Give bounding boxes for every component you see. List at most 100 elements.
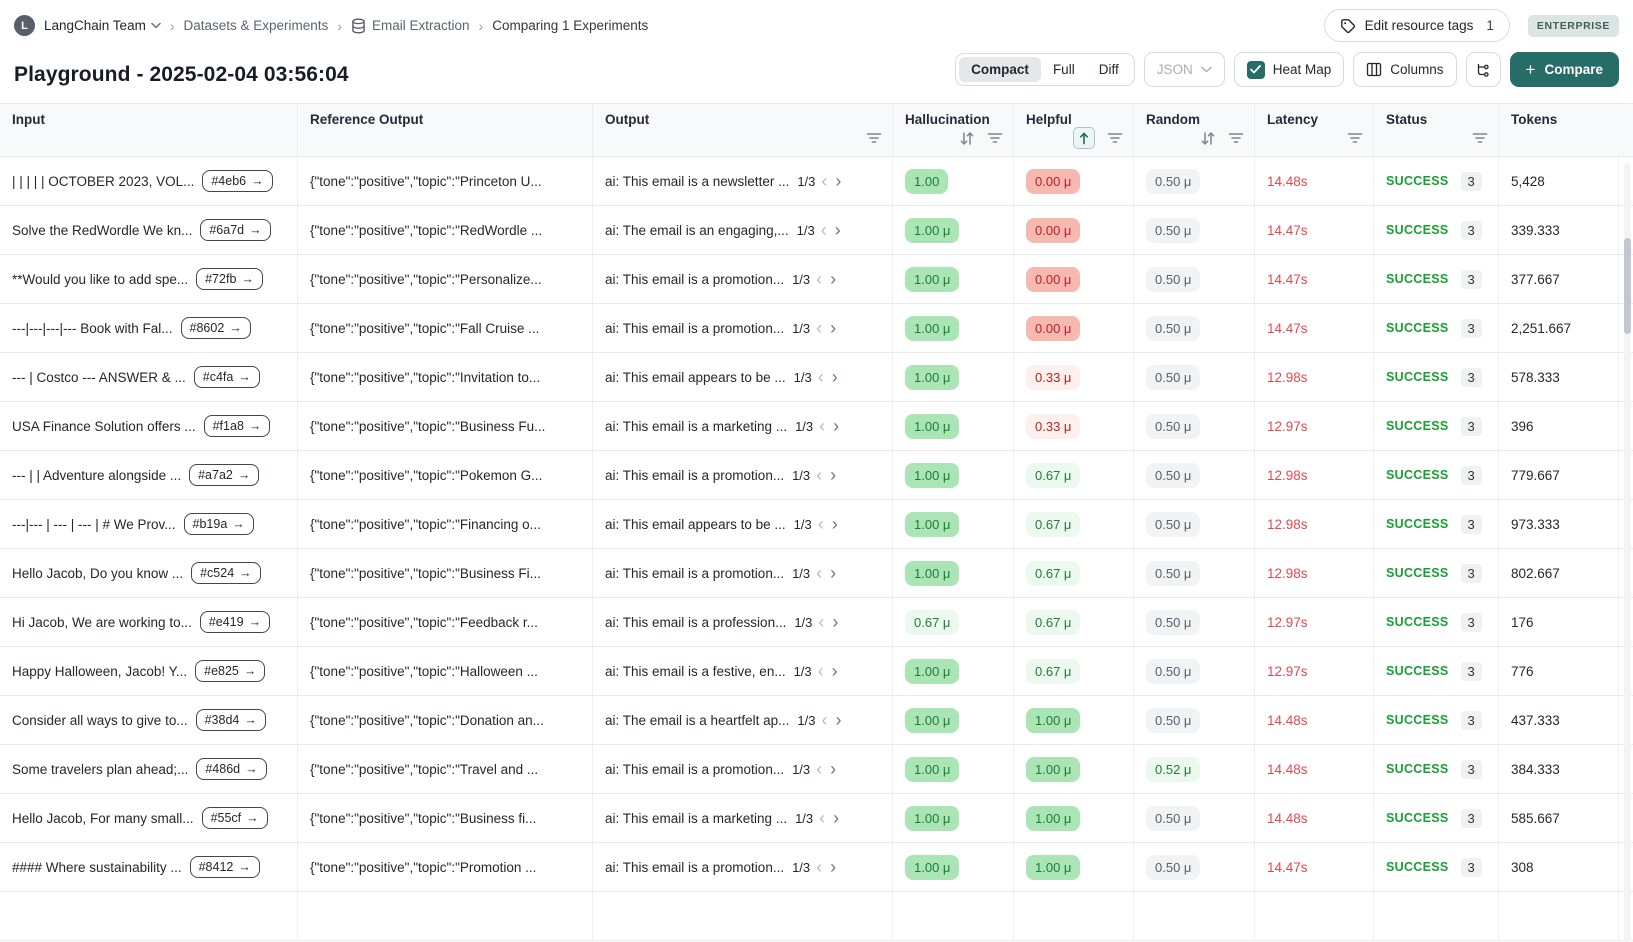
status-count-badge[interactable]: 3: [1460, 808, 1482, 828]
reference-output-cell[interactable]: {"tone":"positive","topic":"Business fi.…: [298, 794, 593, 842]
reference-output-cell[interactable]: {"tone":"positive","topic":"Business Fi.…: [298, 549, 593, 597]
view-diff-button[interactable]: Diff: [1098, 62, 1119, 77]
output-cell[interactable]: ai: This email is a newsletter ... 1/3 ‹…: [593, 157, 893, 205]
reference-output-cell[interactable]: {"tone":"positive","topic":"Promotion ..…: [298, 843, 593, 891]
next-repetition-icon[interactable]: ›: [835, 710, 842, 730]
filter-icon[interactable]: [1472, 131, 1488, 145]
prev-repetition-icon[interactable]: ‹: [821, 710, 828, 730]
helpful-score-badge[interactable]: 0.00 μ: [1026, 217, 1081, 243]
input-cell[interactable]: Some travelers plan ahead;... #486d →: [0, 745, 298, 793]
output-cell[interactable]: ai: The email is an engaging,... 1/3 ‹ ›: [593, 206, 893, 254]
prev-repetition-icon[interactable]: ‹: [821, 171, 828, 191]
output-cell[interactable]: ai: This email appears to be ... 1/3 ‹ ›: [593, 353, 893, 401]
random-score-badge[interactable]: 0.50 μ: [1146, 364, 1201, 390]
hallucination-score-badge[interactable]: 1.00 μ: [905, 413, 960, 439]
input-cell[interactable]: ---|--- | --- | --- | # We Prov... #b19a…: [0, 500, 298, 548]
next-repetition-icon[interactable]: ›: [832, 612, 839, 632]
output-cell[interactable]: ai: The email is a heartfelt ap... 1/3 ‹…: [593, 696, 893, 744]
helpful-score-badge[interactable]: 0.67 μ: [1026, 511, 1081, 537]
helpful-score-badge[interactable]: 0.33 μ: [1026, 364, 1081, 390]
status-count-badge[interactable]: 3: [1460, 710, 1482, 730]
view-full-button[interactable]: Full: [1052, 62, 1075, 77]
output-cell[interactable]: ai: This email is a promotion... 1/3 ‹ ›: [593, 304, 893, 352]
helpful-score-badge[interactable]: 1.00 μ: [1026, 854, 1081, 880]
input-cell[interactable]: Hello Jacob, For many small... #55cf →: [0, 794, 298, 842]
reference-output-cell[interactable]: {"tone":"positive","topic":"Business Fu.…: [298, 402, 593, 450]
example-id-badge[interactable]: #72fb →: [196, 268, 263, 290]
prev-repetition-icon[interactable]: ‹: [816, 465, 823, 485]
prev-repetition-icon[interactable]: ‹: [816, 318, 823, 338]
hallucination-score-badge[interactable]: 1.00 μ: [905, 707, 960, 733]
status-count-badge[interactable]: 3: [1460, 759, 1482, 779]
reference-output-cell[interactable]: {"tone":"positive","topic":"Pokemon G...: [298, 451, 593, 499]
edit-resource-tags-button[interactable]: Edit resource tags 1: [1323, 9, 1510, 42]
columns-button[interactable]: Columns: [1353, 52, 1457, 87]
filter-icon[interactable]: [1228, 131, 1244, 145]
hallucination-score-badge[interactable]: 1.00 μ: [905, 217, 960, 243]
reference-output-cell[interactable]: {"tone":"positive","topic":"RedWordle ..…: [298, 206, 593, 254]
example-id-badge[interactable]: #38d4 →: [195, 709, 266, 731]
input-cell[interactable]: Happy Halloween, Jacob! Y... #e825 →: [0, 647, 298, 695]
random-score-badge[interactable]: 0.50 μ: [1146, 560, 1201, 586]
helpful-score-badge[interactable]: 0.00 μ: [1026, 266, 1081, 292]
helpful-score-badge[interactable]: 1.00 μ: [1026, 756, 1081, 782]
random-score-badge[interactable]: 0.50 μ: [1146, 266, 1201, 292]
team-avatar[interactable]: L: [14, 15, 35, 36]
output-cell[interactable]: ai: This email is a promotion... 1/3 ‹ ›: [593, 255, 893, 303]
reference-output-cell[interactable]: {"tone":"positive","topic":"Invitation t…: [298, 353, 593, 401]
input-cell[interactable]: **Would you like to add spe... #72fb →: [0, 255, 298, 303]
next-repetition-icon[interactable]: ›: [831, 367, 838, 387]
helpful-score-badge[interactable]: 0.67 μ: [1026, 462, 1081, 488]
input-cell[interactable]: --- | Costco --- ANSWER & ... #c4fa →: [0, 353, 298, 401]
example-id-badge[interactable]: #8412 →: [189, 856, 260, 878]
input-cell[interactable]: Hi Jacob, We are working to... #e419 →: [0, 598, 298, 646]
prev-repetition-icon[interactable]: ‹: [818, 612, 825, 632]
reference-output-cell[interactable]: {"tone":"positive","topic":"Princeton U.…: [298, 157, 593, 205]
prev-repetition-icon[interactable]: ‹: [817, 514, 824, 534]
output-cell[interactable]: ai: This email is a festive, en... 1/3 ‹…: [593, 647, 893, 695]
heat-map-checkbox[interactable]: [1246, 60, 1265, 79]
next-repetition-icon[interactable]: ›: [830, 759, 837, 779]
reference-output-cell[interactable]: {"tone":"positive","topic":"Travel and .…: [298, 745, 593, 793]
example-id-badge[interactable]: #8602 →: [180, 317, 251, 339]
output-cell[interactable]: ai: This email is a marketing ... 1/3 ‹ …: [593, 794, 893, 842]
helpful-score-badge[interactable]: 0.67 μ: [1026, 609, 1081, 635]
sort-ascending-active-icon[interactable]: [1073, 127, 1095, 149]
output-cell[interactable]: ai: This email is a promotion... 1/3 ‹ ›: [593, 745, 893, 793]
filter-icon[interactable]: [987, 131, 1003, 145]
next-repetition-icon[interactable]: ›: [830, 857, 837, 877]
status-count-badge[interactable]: 3: [1460, 269, 1482, 289]
example-id-badge[interactable]: #486d →: [196, 758, 267, 780]
status-count-badge[interactable]: 3: [1460, 563, 1482, 583]
hallucination-score-badge[interactable]: 1.00 μ: [905, 266, 960, 292]
prev-repetition-icon[interactable]: ‹: [819, 808, 826, 828]
example-id-badge[interactable]: #c4fa →: [193, 366, 260, 388]
input-cell[interactable]: Hello Jacob, Do you know ... #c524 →: [0, 549, 298, 597]
hallucination-score-badge[interactable]: 1.00 μ: [905, 658, 960, 684]
input-cell[interactable]: ---|---|---|--- Book with Fal... #8602 →: [0, 304, 298, 352]
hallucination-score-badge[interactable]: 1.00 μ: [905, 756, 960, 782]
random-score-badge[interactable]: 0.50 μ: [1146, 217, 1201, 243]
vertical-scrollbar-thumb[interactable]: [1624, 238, 1631, 334]
reference-output-cell[interactable]: {"tone":"positive","topic":"Feedback r..…: [298, 598, 593, 646]
prev-repetition-icon[interactable]: ‹: [819, 416, 826, 436]
example-id-badge[interactable]: #4eb6 →: [202, 170, 273, 192]
random-score-badge[interactable]: 0.50 μ: [1146, 168, 1201, 194]
example-id-badge[interactable]: #6a7d →: [200, 219, 271, 241]
reference-output-cell[interactable]: {"tone":"positive","topic":"Donation an.…: [298, 696, 593, 744]
output-cell[interactable]: ai: This email is a promotion... 1/3 ‹ ›: [593, 843, 893, 891]
compare-button[interactable]: + Compare: [1509, 52, 1619, 87]
next-repetition-icon[interactable]: ›: [834, 220, 841, 240]
next-repetition-icon[interactable]: ›: [830, 563, 837, 583]
random-score-badge[interactable]: 0.50 μ: [1146, 609, 1201, 635]
status-count-badge[interactable]: 3: [1460, 465, 1482, 485]
hallucination-score-badge[interactable]: 1.00 μ: [905, 560, 960, 586]
random-score-badge[interactable]: 0.50 μ: [1146, 658, 1201, 684]
helpful-score-badge[interactable]: 1.00 μ: [1026, 707, 1081, 733]
status-count-badge[interactable]: 3: [1460, 661, 1482, 681]
status-count-badge[interactable]: 3: [1460, 220, 1482, 240]
example-id-badge[interactable]: #e825 →: [195, 660, 266, 682]
hallucination-score-badge[interactable]: 1.00 μ: [905, 511, 960, 537]
reference-output-cell[interactable]: {"tone":"positive","topic":"Financing o.…: [298, 500, 593, 548]
input-cell[interactable]: Solve the RedWordle We kn... #6a7d →: [0, 206, 298, 254]
